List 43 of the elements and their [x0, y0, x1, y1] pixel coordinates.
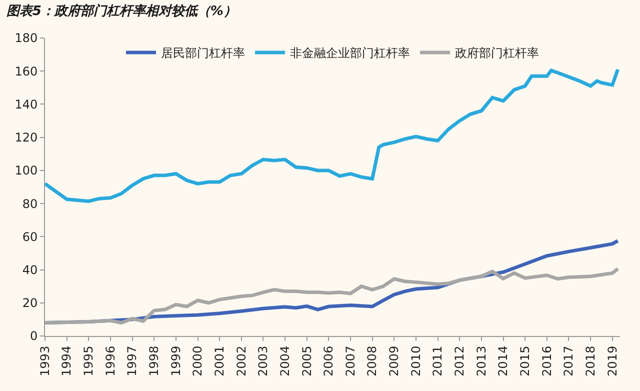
x-tick-label: 1998 [147, 346, 162, 376]
legend-label: 非金融企业部门杠杆率 [290, 46, 410, 60]
x-tick-label: 2011 [430, 346, 445, 376]
y-tick-label: 140 [14, 97, 38, 112]
x-tick-label: 2016 [540, 346, 554, 376]
x-tick-label: 2019 [605, 346, 620, 376]
x-tick-label: 2014 [496, 346, 510, 376]
x-tick-label: 1999 [168, 346, 183, 376]
x-tick-label: 2012 [452, 346, 467, 376]
x-tick-label: 1994 [60, 346, 74, 376]
legend-label: 政府部门杠杆率 [455, 46, 539, 60]
x-tick-label: 2008 [365, 346, 380, 376]
y-tick-label: 20 [22, 296, 38, 310]
x-tick-label: 1995 [82, 346, 96, 376]
line-series [45, 68, 620, 203]
y-tick-label: 160 [14, 64, 38, 78]
x-tick-label: 2003 [256, 346, 270, 376]
y-tick-label: 60 [22, 230, 38, 244]
x-tick-label: 2001 [212, 346, 226, 376]
x-tick-label: 2015 [518, 346, 532, 376]
x-tick-label: 2018 [583, 346, 598, 376]
x-tick-label: 2013 [474, 346, 488, 376]
y-tick-label: 100 [14, 164, 38, 178]
x-tick-label: 2000 [190, 346, 205, 376]
y-tick-label: 180 [14, 31, 38, 46]
x-tick-label: 2005 [300, 346, 314, 376]
legend-label: 居民部门杠杆率 [161, 46, 245, 60]
x-tick-label: 1993 [38, 346, 52, 376]
x-tick-label: 2004 [278, 346, 292, 376]
chart-title: 图表5：政府部门杠杆率相对较低（%） [6, 2, 236, 19]
x-tick-label: 2007 [343, 346, 358, 376]
y-tick-label: 120 [14, 130, 38, 145]
x-tick-label: 2009 [387, 346, 402, 376]
x-tick-label: 2002 [234, 346, 248, 376]
x-tick-label: 2006 [322, 346, 336, 376]
x-tick-label: 2017 [562, 346, 576, 376]
x-tick-label: 1996 [103, 346, 118, 376]
y-tick-label: 0 [30, 329, 38, 344]
y-tick-label: 80 [22, 196, 38, 211]
x-tick-label: 2010 [408, 346, 423, 376]
line-series [45, 267, 620, 325]
x-tick-label: 1997 [125, 346, 140, 376]
y-tick-label: 40 [22, 262, 38, 277]
